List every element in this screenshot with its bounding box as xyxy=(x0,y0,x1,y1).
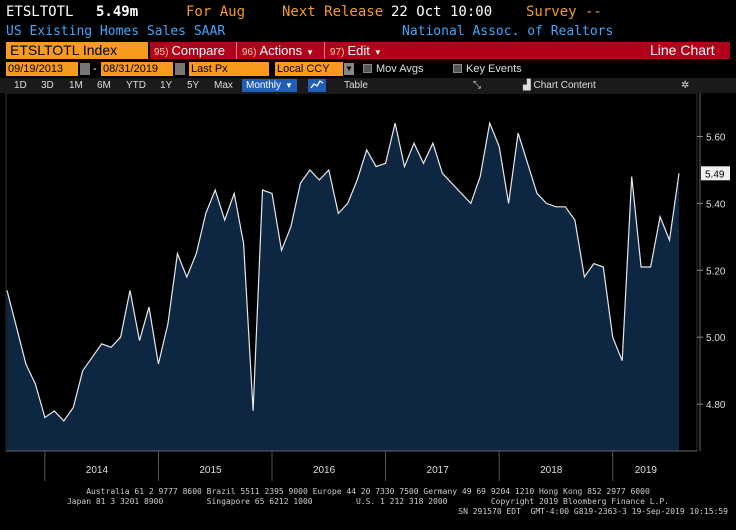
controls-row: 09/19/2013 - 08/31/2019 Last Px Local CC… xyxy=(0,62,736,78)
chevron-down-icon: ▼ xyxy=(306,48,315,57)
table-button[interactable]: Table xyxy=(344,80,368,91)
view-type-label[interactable]: Line Chart xyxy=(650,42,715,58)
range-max[interactable]: Max xyxy=(214,80,233,91)
calendar-icon[interactable] xyxy=(175,63,185,75)
range-1y[interactable]: 1Y xyxy=(160,80,173,91)
edit-num: 97) xyxy=(330,47,345,58)
compare-num: 95) xyxy=(154,47,169,58)
x-tick-label: 2019 xyxy=(635,465,658,476)
expand-icon[interactable]: ⤡ xyxy=(473,80,481,91)
y-tick-label: 5.00 xyxy=(706,333,726,344)
x-tick-label: 2014 xyxy=(86,465,109,476)
actions-menu[interactable]: 96) Actions ▼ xyxy=(242,42,314,59)
actions-label: Actions xyxy=(259,43,303,58)
next-release-label: Next Release xyxy=(282,4,384,20)
range-5y[interactable]: 5Y xyxy=(187,80,200,91)
range-1m[interactable]: 1M xyxy=(69,80,83,91)
footer-line-3: SN 291570 EDT GMT-4:00 G819-2363-3 19-Se… xyxy=(458,507,728,516)
series-description: US Existing Homes Sales SAAR xyxy=(6,24,226,39)
period-label: For Aug xyxy=(186,4,246,20)
range-1d[interactable]: 1D xyxy=(14,80,27,91)
mov-avgs-label: Mov Avgs xyxy=(376,63,424,75)
x-tick-label: 2018 xyxy=(540,465,563,476)
last-value-label: 5.49 xyxy=(705,169,725,180)
range-bar: 1D 3D 1M 6M YTD 1Y 5Y Max Monthly ▼ Table… xyxy=(0,78,736,93)
chart-content-label: Chart Content xyxy=(533,80,596,91)
range-ytd[interactable]: YTD xyxy=(126,80,146,91)
divider xyxy=(324,42,325,59)
x-tick-label: 2016 xyxy=(313,465,336,476)
survey-label: Survey -- xyxy=(526,4,602,20)
x-tick-label: 2017 xyxy=(427,465,450,476)
toolbar: ETSLTOTL Index 95) Compare 96) Actions ▼ 97… xyxy=(0,42,736,60)
series-source: National Assoc. of Realtors xyxy=(402,24,614,39)
chevron-down-icon: ▼ xyxy=(285,81,293,90)
chart-area: 4.80 5.00 5.20 5.40 5.60 5.49 2014 2015 2016 2017… xyxy=(0,92,736,483)
line-chart-icon[interactable] xyxy=(308,79,326,92)
actions-num: 96) xyxy=(242,47,257,58)
mov-avgs-checkbox[interactable] xyxy=(363,64,372,73)
range-6m[interactable]: 6M xyxy=(97,80,111,91)
y-tick-label: 4.80 xyxy=(706,400,726,411)
date-separator: - xyxy=(93,63,97,75)
compare-menu[interactable]: 95) Compare xyxy=(154,42,225,59)
calendar-icon[interactable] xyxy=(80,63,90,75)
edit-label: Edit xyxy=(347,43,370,58)
series-line xyxy=(6,120,680,422)
next-release-value: 22 Oct 10:00 xyxy=(391,4,493,20)
periodicity-select[interactable]: Monthly ▼ xyxy=(242,79,297,92)
last-value-marker xyxy=(701,166,730,181)
ticker-label: ETSLTOTL xyxy=(6,4,74,20)
toolbar-bar xyxy=(150,42,730,59)
currency-select[interactable]: Local CCY xyxy=(275,62,343,76)
gear-icon[interactable]: ✲ xyxy=(681,80,690,91)
security-input[interactable]: ETSLTOTL Index xyxy=(6,42,148,59)
y-tick-label: 5.20 xyxy=(706,266,726,277)
series-area xyxy=(7,123,679,451)
y-tick-label: 5.60 xyxy=(706,132,726,143)
end-date-input[interactable]: 08/31/2019 xyxy=(101,62,173,76)
periodicity-label: Monthly xyxy=(246,80,282,91)
edit-menu[interactable]: 97) Edit ▼ xyxy=(330,42,382,59)
footer-line-2: Japan 81 3 3201 8900 Singapore 65 6212 1… xyxy=(66,497,670,506)
footer-line-1: Australia 61 2 9777 8600 Brazil 5511 239… xyxy=(86,487,650,496)
x-tick-label: 2015 xyxy=(199,465,222,476)
chevron-down-icon[interactable]: ▼ xyxy=(344,63,354,75)
line-chart: 4.80 5.00 5.20 5.40 5.60 5.49 2014 2015 2016 2017… xyxy=(5,92,730,481)
compare-label: Compare xyxy=(171,43,225,58)
chart-content-button[interactable]: ▟ Chart Content xyxy=(523,79,596,92)
bar-chart-icon: ▟ xyxy=(523,80,531,91)
last-value: 5.49m xyxy=(96,4,139,20)
chevron-down-icon: ▼ xyxy=(373,48,382,57)
divider xyxy=(236,42,237,59)
key-events-label: Key Events xyxy=(466,63,522,75)
field-select[interactable]: Last Px xyxy=(189,62,269,76)
start-date-input[interactable]: 09/19/2013 xyxy=(6,62,78,76)
range-3d[interactable]: 3D xyxy=(41,80,54,91)
key-events-checkbox[interactable] xyxy=(453,64,462,73)
y-tick-label: 5.40 xyxy=(706,199,726,210)
